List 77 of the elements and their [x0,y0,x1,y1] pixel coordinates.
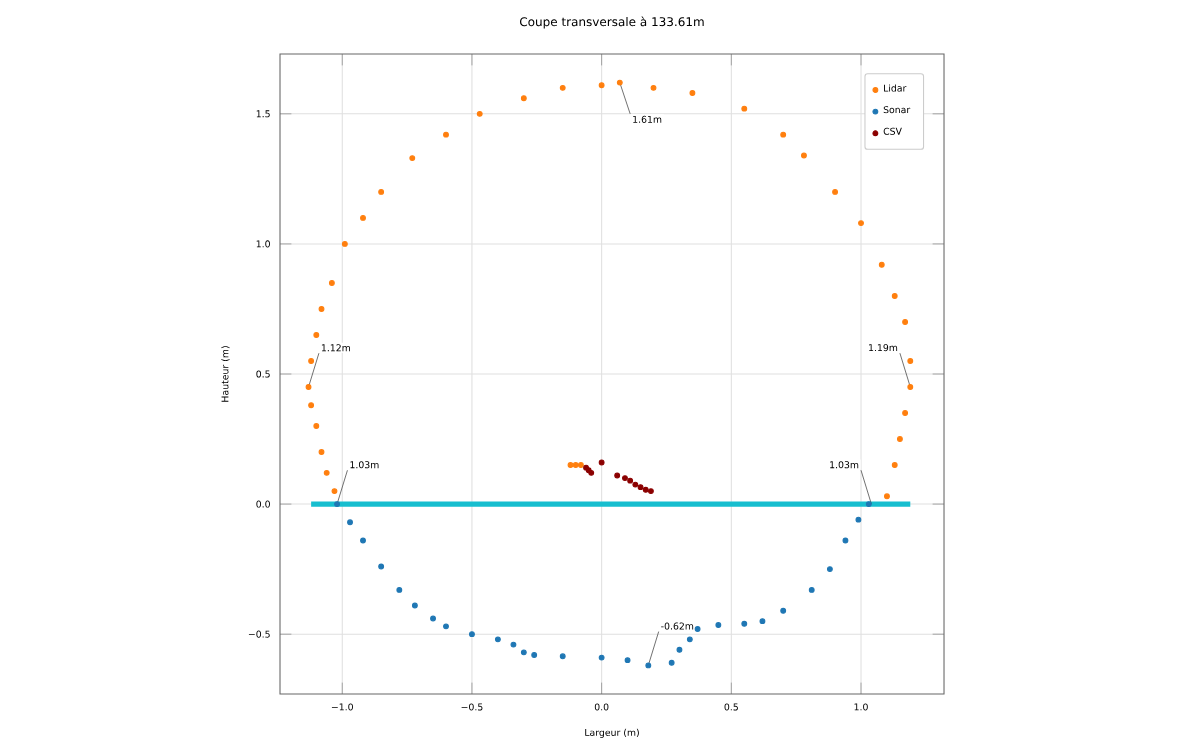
point [598,82,605,89]
point [647,488,654,495]
point [624,657,631,664]
point [443,131,449,138]
point [865,501,872,508]
point [842,537,849,544]
point [378,188,385,195]
point [476,110,483,117]
point [469,631,475,638]
point [668,659,675,666]
point [443,623,449,630]
point [347,519,353,526]
point [318,449,325,455]
point [884,493,890,500]
point [409,155,416,161]
point [780,607,787,614]
point [896,436,903,442]
point [598,654,605,661]
point [878,261,885,268]
point [308,402,315,409]
point [801,152,807,159]
point [741,620,748,627]
point [520,95,527,102]
point [650,84,657,91]
point [567,462,574,468]
point [411,602,418,609]
point [907,358,914,364]
point [855,516,862,523]
point [341,240,348,247]
point [328,280,335,286]
point [531,652,538,658]
point [891,462,898,468]
point [360,214,366,221]
point [577,462,584,468]
point [907,384,914,390]
point [313,423,320,429]
point [637,484,644,491]
point [622,475,628,481]
point [676,646,683,653]
point [396,587,403,593]
point [891,293,898,299]
point [331,488,338,495]
point [627,477,634,484]
point [616,79,623,86]
point [378,563,385,570]
point [858,220,864,227]
point [360,537,366,544]
point [430,615,436,622]
point [559,653,566,660]
point [689,90,696,96]
point [686,636,693,643]
point [642,486,649,493]
point [510,641,517,648]
point [808,587,815,593]
point [632,481,639,488]
point [759,618,766,625]
point [572,462,579,468]
point [334,501,341,508]
point [826,566,833,573]
point [694,626,701,632]
point [323,469,330,476]
point [559,84,566,91]
point [614,472,621,479]
point [598,459,605,466]
point [902,319,909,325]
point [494,636,501,643]
point [645,662,652,669]
point [318,306,325,312]
point [741,105,748,112]
point [832,188,839,195]
point [308,358,315,364]
point [715,622,722,628]
point [305,384,312,390]
point [780,131,787,138]
point [313,332,320,338]
point [902,410,909,416]
point [520,649,527,656]
